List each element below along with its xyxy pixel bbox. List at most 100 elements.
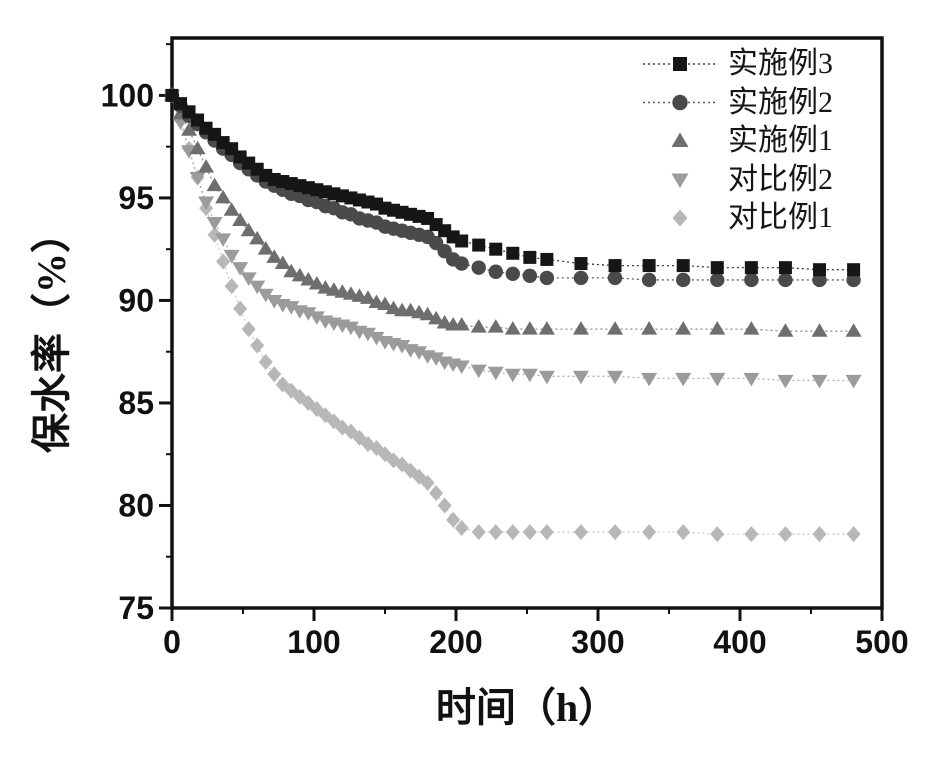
data-point-triangle-down (411, 346, 428, 360)
data-point-triangle-down (368, 331, 385, 346)
data-point-triangle-down (504, 368, 521, 383)
legend-marker-diamond (672, 209, 688, 227)
data-point-circle (522, 268, 538, 284)
data-point-triangle-down (641, 372, 658, 387)
data-point-triangle-up (470, 319, 487, 333)
data-point-triangle-up (377, 296, 393, 311)
data-point-triangle-up (572, 321, 589, 335)
y-tick-label: 95 (118, 180, 154, 216)
data-point-triangle-down (359, 327, 376, 342)
data-point-triangle-down (521, 368, 538, 383)
data-point-triangle-up (223, 202, 240, 216)
data-point-circle (710, 272, 725, 288)
legend-marker-triangle-down (671, 173, 689, 188)
data-point-triangle-down (283, 301, 300, 315)
data-point-triangle-down (428, 352, 445, 366)
data-point-circle (846, 272, 861, 288)
x-axis-title: 时间（h） (435, 685, 619, 730)
y-tick-label: 75 (118, 590, 154, 626)
data-point-diamond (241, 321, 256, 338)
data-point-square (455, 234, 469, 248)
data-point-triangle-up (240, 222, 257, 237)
data-point-square (489, 242, 503, 256)
data-point-triangle-down (538, 370, 555, 385)
data-point-triangle-down (470, 364, 487, 379)
data-point-triangle-up (607, 321, 624, 335)
data-point-triangle-up (198, 159, 215, 173)
data-point-triangle-down (709, 372, 726, 387)
data-point-triangle-up (308, 276, 325, 290)
data-point-triangle-down (266, 294, 283, 309)
data-point-triangle-down (206, 217, 223, 231)
data-point-triangle-up (521, 321, 538, 335)
data-point-triangle-up (428, 310, 445, 325)
x-tick-label: 200 (429, 624, 482, 660)
y-tick-label: 85 (118, 385, 154, 421)
data-point-diamond (539, 524, 554, 541)
data-point-square (813, 263, 827, 277)
data-point-square (642, 259, 656, 273)
data-point-triangle-up (487, 319, 504, 333)
data-point-circle (454, 256, 469, 271)
data-point-diamond (505, 524, 520, 541)
y-tick-label: 80 (118, 487, 154, 523)
data-point-triangle-up (206, 177, 223, 192)
data-point-square (574, 257, 588, 271)
data-point-triangle-down (240, 272, 257, 286)
data-point-circle (573, 270, 589, 286)
data-point-diamond (429, 485, 444, 502)
data-point-circle (778, 272, 793, 288)
data-point-diamond (267, 366, 282, 383)
data-point-diamond (778, 526, 793, 543)
legend-marker-circle (672, 94, 688, 111)
data-point-square (540, 252, 554, 266)
data-point-diamond (454, 520, 469, 537)
data-point-diamond (608, 524, 623, 541)
data-point-diamond (471, 524, 486, 541)
data-point-triangle-down (232, 262, 249, 276)
data-point-diamond (676, 524, 691, 541)
data-point-square (608, 259, 622, 273)
data-point-diamond (437, 497, 452, 514)
data-point-triangle-up (419, 306, 436, 321)
data-point-diamond (573, 524, 588, 541)
data-point-diamond (446, 511, 461, 528)
legend-label-duibili1: 对比例1 (728, 201, 833, 234)
x-tick-label: 500 (855, 624, 908, 660)
data-point-triangle-up (811, 323, 828, 337)
data-point-diamond (250, 337, 265, 354)
data-point-triangle-up (675, 321, 692, 335)
data-point-triangle-down (189, 171, 206, 186)
data-point-triangle-up (257, 241, 274, 255)
data-point-diamond (744, 526, 759, 543)
data-point-square (506, 246, 520, 260)
data-point-triangle-up (249, 230, 266, 245)
data-point-triangle-up (215, 189, 232, 204)
data-point-triangle-up (266, 249, 283, 263)
data-point-triangle-up (709, 321, 726, 335)
data-point-square (778, 261, 792, 275)
data-point-diamond (812, 526, 827, 543)
data-point-diamond (233, 300, 248, 317)
data-point-triangle-down (675, 372, 692, 387)
data-point-square (710, 261, 724, 275)
data-point-circle (539, 270, 555, 286)
x-tick-label: 400 (713, 624, 766, 660)
legend-label-duibili2: 对比例2 (728, 162, 833, 196)
data-point-circle (641, 272, 657, 288)
data-point-triangle-down (743, 372, 760, 387)
data-point-triangle-down (342, 321, 359, 336)
data-point-diamond (224, 278, 239, 295)
data-point-triangle-up (845, 323, 862, 337)
data-point-diamond (710, 526, 725, 543)
x-tick-label: 300 (571, 624, 624, 660)
legend-marker-square (673, 57, 687, 71)
data-point-circle (488, 264, 503, 279)
data-point-triangle-up (274, 255, 291, 270)
data-point-triangle-down (223, 249, 240, 264)
data-point-triangle-down (198, 196, 215, 211)
data-point-triangle-up (232, 212, 249, 226)
data-point-square (744, 261, 758, 275)
data-point-circle (676, 272, 691, 288)
